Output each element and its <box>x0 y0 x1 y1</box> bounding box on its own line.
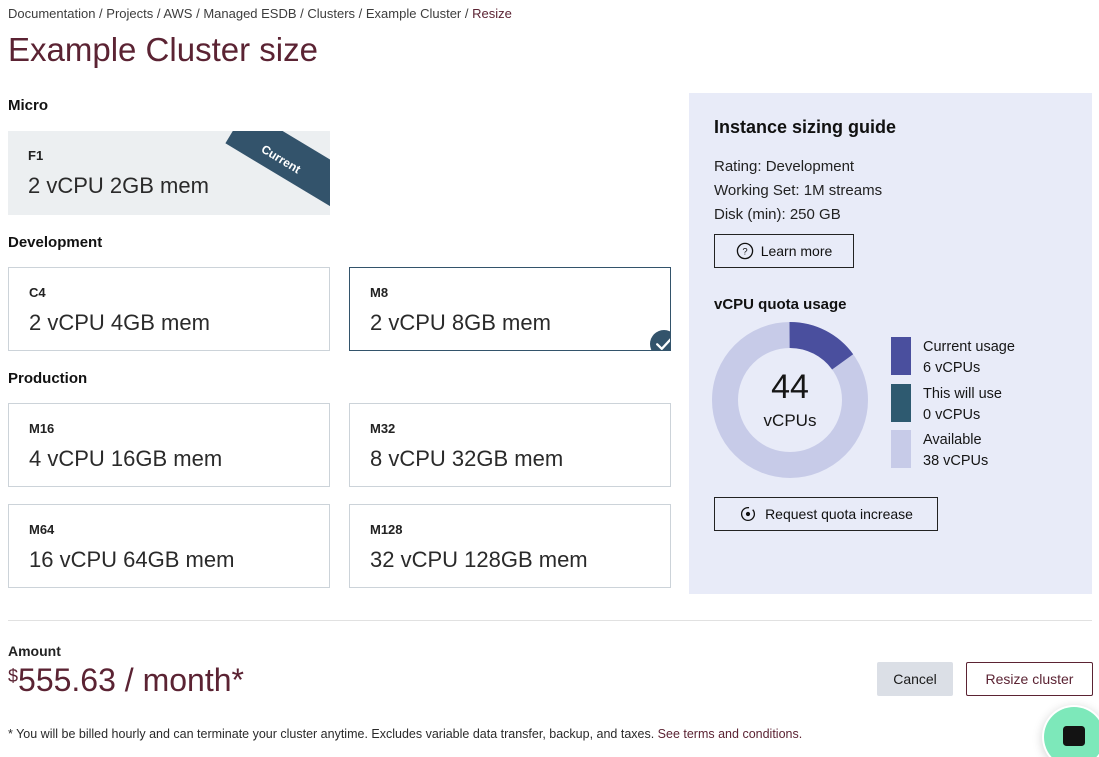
svg-text:vCPUs: vCPUs <box>764 411 817 430</box>
svg-text:44: 44 <box>771 368 809 406</box>
svg-text:?: ? <box>742 247 747 258</box>
